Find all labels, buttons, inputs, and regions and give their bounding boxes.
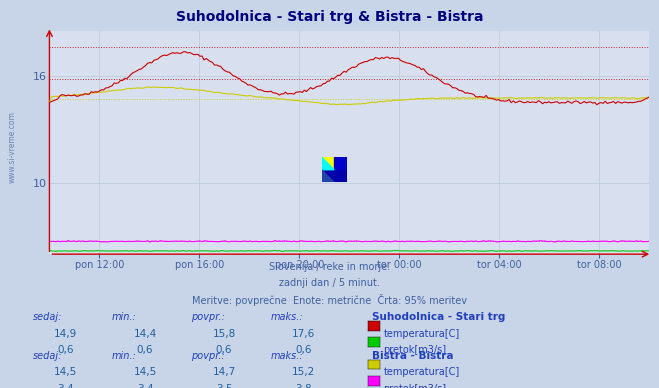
Text: 0,6: 0,6 <box>136 345 154 355</box>
Text: povpr.:: povpr.: <box>191 351 225 361</box>
Text: maks.:: maks.: <box>270 351 303 361</box>
Text: maks.:: maks.: <box>270 312 303 322</box>
Text: 0,6: 0,6 <box>57 345 74 355</box>
Text: povpr.:: povpr.: <box>191 312 225 322</box>
Text: 15,2: 15,2 <box>291 367 315 378</box>
Text: min.:: min.: <box>112 312 137 322</box>
Text: 3,4: 3,4 <box>57 384 74 388</box>
Text: 17,6: 17,6 <box>291 329 315 339</box>
Text: 15,8: 15,8 <box>212 329 236 339</box>
Text: Bistra - Bistra: Bistra - Bistra <box>372 351 454 361</box>
Polygon shape <box>334 157 347 170</box>
Text: pretok[m3/s]: pretok[m3/s] <box>384 384 447 388</box>
Text: 3,8: 3,8 <box>295 384 312 388</box>
Polygon shape <box>322 170 334 182</box>
Text: www.si-vreme.com: www.si-vreme.com <box>8 111 17 184</box>
Text: temperatura[C]: temperatura[C] <box>384 329 460 339</box>
Text: 14,7: 14,7 <box>212 367 236 378</box>
Text: temperatura[C]: temperatura[C] <box>384 367 460 378</box>
Polygon shape <box>322 157 334 170</box>
Text: pretok[m3/s]: pretok[m3/s] <box>384 345 447 355</box>
Text: Slovenija / reke in morje.: Slovenija / reke in morje. <box>269 262 390 272</box>
Text: 14,5: 14,5 <box>54 367 78 378</box>
Polygon shape <box>322 157 334 170</box>
Text: 3,4: 3,4 <box>136 384 154 388</box>
Text: min.:: min.: <box>112 351 137 361</box>
Text: Meritve: povprečne  Enote: metrične  Črta: 95% meritev: Meritve: povprečne Enote: metrične Črta:… <box>192 294 467 307</box>
Text: sedaj:: sedaj: <box>33 351 63 361</box>
Text: zadnji dan / 5 minut.: zadnji dan / 5 minut. <box>279 278 380 288</box>
Polygon shape <box>322 170 347 182</box>
Text: Suhodolnica - Stari trg & Bistra - Bistra: Suhodolnica - Stari trg & Bistra - Bistr… <box>176 10 483 24</box>
Text: 14,4: 14,4 <box>133 329 157 339</box>
Text: Suhodolnica - Stari trg: Suhodolnica - Stari trg <box>372 312 505 322</box>
Text: 14,9: 14,9 <box>54 329 78 339</box>
Text: 14,5: 14,5 <box>133 367 157 378</box>
Text: 0,6: 0,6 <box>295 345 312 355</box>
Text: sedaj:: sedaj: <box>33 312 63 322</box>
Text: 0,6: 0,6 <box>215 345 233 355</box>
Text: 3,5: 3,5 <box>215 384 233 388</box>
